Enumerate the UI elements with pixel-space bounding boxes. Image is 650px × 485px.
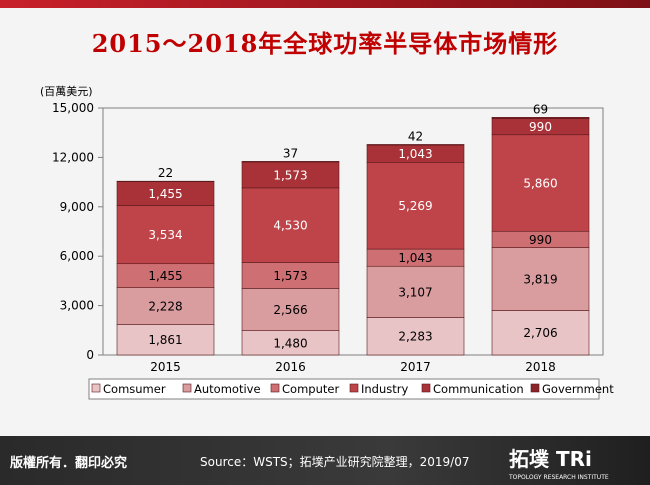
data-label: 990 bbox=[529, 120, 552, 134]
bar-segment bbox=[241, 187, 340, 263]
data-label: 42 bbox=[408, 129, 423, 143]
data-label: 3,107 bbox=[398, 285, 432, 299]
y-tick-label: 9,000 bbox=[60, 200, 94, 214]
bar-segment bbox=[491, 310, 590, 356]
data-label: 1,573 bbox=[273, 168, 307, 182]
legend-label: Comsumer bbox=[103, 382, 166, 396]
data-label: 2,283 bbox=[398, 330, 432, 344]
y-tick-label: 6,000 bbox=[60, 249, 94, 263]
data-label: 1,861 bbox=[148, 333, 182, 347]
data-label: 5,269 bbox=[398, 199, 432, 213]
data-label: 1,480 bbox=[273, 336, 307, 350]
data-label: 69 bbox=[533, 102, 548, 116]
bar-segment bbox=[241, 288, 340, 331]
stacked-bar-chart: (百萬美元) 0 3,000 6,000 9,000 12,000 15,000 2015 20… bbox=[40, 85, 614, 400]
data-label: 4,530 bbox=[273, 219, 307, 233]
data-label: 3,534 bbox=[148, 228, 182, 242]
data-label: 1,043 bbox=[398, 147, 432, 161]
x-tick-label: 2015 bbox=[150, 360, 181, 374]
plot-area bbox=[102, 107, 604, 356]
data-label: 2,566 bbox=[273, 303, 307, 317]
legend-swatch bbox=[91, 383, 101, 393]
data-label: 22 bbox=[158, 166, 173, 180]
legend-swatch bbox=[421, 383, 431, 393]
legend-label: Computer bbox=[282, 382, 339, 396]
x-tick-label: 2018 bbox=[525, 360, 556, 374]
bar-segment bbox=[241, 161, 340, 189]
copyright-notice: 版權所有．翻印必究 bbox=[10, 456, 128, 471]
data-label: 2,228 bbox=[148, 300, 182, 314]
legend-swatch bbox=[182, 383, 192, 393]
data-label: 37 bbox=[283, 146, 298, 160]
page-title: 2015～2018年全球功率半导体市场情形 bbox=[91, 29, 559, 58]
bar-segment bbox=[491, 134, 590, 232]
bar-segment bbox=[366, 144, 465, 146]
bar-segment bbox=[491, 247, 590, 311]
bar-segment bbox=[241, 161, 340, 163]
logo-wordmark: 拓墣 TRi bbox=[509, 447, 592, 471]
bar-segment bbox=[366, 162, 465, 250]
y-tick-label: 15,000 bbox=[52, 101, 94, 115]
data-label: 2,706 bbox=[523, 326, 557, 340]
data-label: 1,455 bbox=[148, 269, 182, 283]
source-note: Source：WSTS；拓墣产业研究院整理，2019/07 bbox=[200, 455, 470, 469]
legend-label: Government bbox=[542, 382, 614, 396]
legend-label: Automotive bbox=[194, 382, 261, 396]
tri-logo: 拓墣 TRi TOPOLOGY RESEARCH INSTITUTE bbox=[508, 447, 609, 481]
bar-segment bbox=[116, 205, 215, 265]
legend-label: Communication bbox=[433, 382, 524, 396]
data-label: 990 bbox=[529, 233, 552, 247]
bar-segment bbox=[241, 262, 340, 289]
logo-subtitle: TOPOLOGY RESEARCH INSTITUTE bbox=[508, 474, 609, 481]
x-tick-label: 2016 bbox=[275, 360, 306, 374]
y-axis-label: (百萬美元) bbox=[40, 85, 93, 98]
data-label: 3,819 bbox=[523, 272, 557, 286]
bar-segment bbox=[366, 265, 465, 318]
y-tick-label: 12,000 bbox=[52, 150, 94, 164]
bar-segment bbox=[116, 180, 215, 182]
legend-box bbox=[88, 378, 600, 400]
top-accent-bar bbox=[0, 0, 650, 8]
legend-label: Industry bbox=[361, 382, 408, 396]
y-tick-label: 0 bbox=[86, 348, 94, 362]
data-label: 1,455 bbox=[148, 187, 182, 201]
data-label: 1,573 bbox=[273, 269, 307, 283]
data-label: 5,860 bbox=[523, 177, 557, 191]
legend-swatch bbox=[530, 383, 540, 393]
x-tick-label: 2017 bbox=[400, 360, 431, 374]
bar-segment bbox=[366, 317, 465, 356]
footer-bar bbox=[0, 436, 650, 485]
y-tick-label: 3,000 bbox=[60, 299, 94, 313]
legend-swatch bbox=[270, 383, 280, 393]
legend-swatch bbox=[349, 383, 359, 393]
data-label: 1,043 bbox=[398, 251, 432, 265]
bar-segment bbox=[491, 117, 590, 119]
